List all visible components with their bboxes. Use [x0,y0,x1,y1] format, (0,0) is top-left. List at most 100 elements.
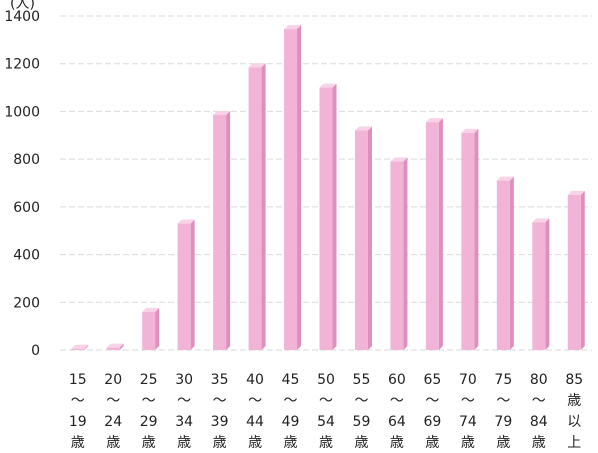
x-tick-label: 79 [494,414,512,430]
x-tick-label: ～ [425,393,439,409]
y-axis-ticks: 0 200 400 600 800 1000 1200 1400 [4,9,40,359]
x-tick-label: 歳 [106,435,120,451]
bar [354,126,372,350]
x-axis-labels: 15 ～ 19 歳 20 ～ 24 歳 25 ～ 29 歳 30 ～ 34 歳 35 ～ 39 歳 40 ～ 44 歳 45 ～ 4… [69,372,583,451]
bar-top [354,126,372,131]
bar-front [106,347,120,350]
y-unit-label: (人) [10,0,35,12]
bar [142,307,160,350]
x-tick-label: 20 [104,372,122,388]
x-tick-label: 19 [69,414,87,430]
x-tick-label: 歳 [213,435,227,451]
bar-side [367,126,372,350]
x-tick-label: 15 [69,372,87,388]
x-tick-label: 64 [388,414,406,430]
x-tick-label: ～ [177,393,191,409]
x-tick-label: 40 [246,372,264,388]
x-tick-label: ～ [354,393,368,409]
bar-front [567,194,581,350]
x-tick-label: ～ [390,393,404,409]
bar-front [142,311,156,350]
bar [319,83,337,351]
bar-top [213,111,231,116]
x-tick-label: 25 [140,372,158,388]
bar-side [438,118,443,351]
x-tick-label: 歳 [496,435,510,451]
bar-top [284,25,302,30]
x-tick-label: ～ [319,393,333,409]
y-tick-label: 1400 [4,9,40,25]
bar-side [509,176,514,350]
bar-front [284,29,298,350]
bar [213,111,231,350]
bar-side [261,63,266,351]
bar-side [155,307,160,350]
bar-top [71,344,89,349]
bar [248,63,266,351]
bar-side [332,83,337,351]
bar-top [106,343,124,348]
x-tick-label: ～ [248,393,262,409]
bar-side [190,219,195,350]
y-tick-label: 200 [13,295,40,311]
x-tick-label: 24 [104,414,122,430]
bar-side [580,190,585,350]
bars [71,25,585,351]
y-tick-label: 400 [13,248,40,264]
x-tick-label: 44 [246,414,264,430]
x-tick-label: 84 [530,414,548,430]
bar-top [319,83,337,88]
bar-front [213,115,227,350]
x-tick-label: 歳 [284,435,298,451]
bar-front [461,132,475,350]
bar-front [425,122,439,351]
bar-front [71,348,85,350]
bar [71,344,89,350]
bar [496,176,514,350]
x-tick-label: 70 [459,372,477,388]
bar [390,157,408,350]
bar-front [177,223,191,350]
y-tick-label: 1200 [4,57,40,73]
x-tick-label: 歳 [390,435,404,451]
bar-side [119,343,124,350]
bar [284,25,302,350]
x-tick-label: 45 [282,372,300,388]
x-tick-label: 29 [140,414,158,430]
bar-front [319,87,333,351]
x-tick-label: 歳 [354,435,368,451]
bar-side [545,218,550,350]
x-tick-label: 歳 [567,393,581,409]
x-tick-label: 歳 [532,435,546,451]
x-tick-label: 65 [423,372,441,388]
x-tick-label: 74 [459,414,477,430]
x-tick-label: 50 [317,372,335,388]
x-tick-label: 歳 [461,435,475,451]
bar-top [425,118,443,123]
bar-top [567,190,585,195]
x-tick-label: 54 [317,414,335,430]
y-tick-label: 600 [13,200,40,216]
bar-front [496,180,510,350]
bar-top [177,219,195,224]
bar-front [248,67,262,351]
x-tick-label: 歳 [248,435,262,451]
bar-top [496,176,514,181]
y-tick-label: 0 [31,343,40,359]
x-tick-label: ～ [284,393,298,409]
x-tick-label: ～ [461,393,475,409]
bar-top [248,63,266,68]
bar-side [226,111,231,350]
x-tick-label: 60 [388,372,406,388]
x-tick-label: 55 [353,372,371,388]
x-tick-label: 69 [423,414,441,430]
bar-front [390,161,404,350]
bar [461,128,479,350]
bar [532,218,550,350]
x-tick-label: 75 [494,372,512,388]
bar-side [297,25,302,350]
x-tick-label: ～ [213,393,227,409]
bar-front [354,130,368,350]
x-tick-label: 歳 [319,435,333,451]
